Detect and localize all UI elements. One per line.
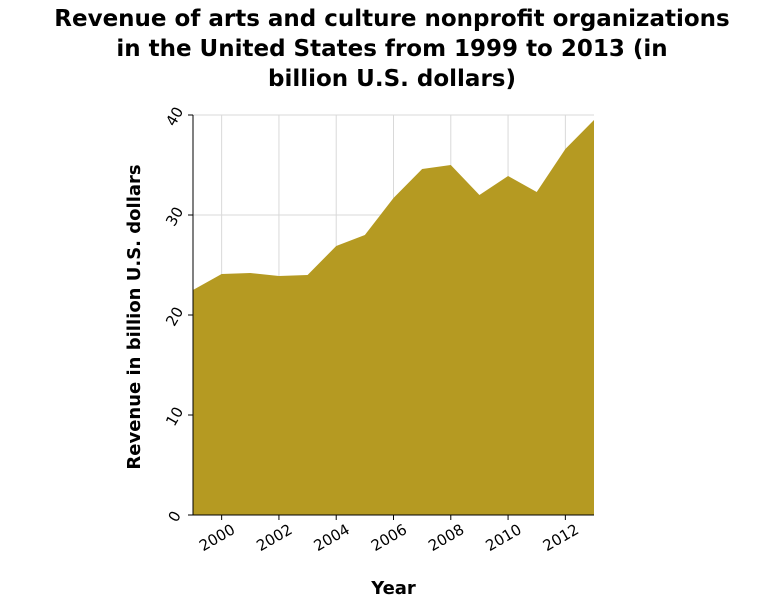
y-tick-label-40: 40 bbox=[162, 104, 187, 130]
y-tick-label-30: 30 bbox=[162, 204, 187, 230]
x-tick-label-2010: 2010 bbox=[483, 520, 525, 555]
area-series bbox=[193, 120, 594, 515]
y-tick-label-10: 10 bbox=[162, 404, 187, 430]
x-tick-labels: 2000 2002 2004 2006 2008 2010 2012 bbox=[196, 520, 582, 555]
x-tick-label-2006: 2006 bbox=[368, 520, 410, 555]
chart-title-line-2: in the United States from 1999 to 2013 (… bbox=[116, 36, 668, 62]
chart-title: Revenue of arts and culture nonprofit or… bbox=[0, 4, 784, 94]
x-tick-label-2002: 2002 bbox=[253, 520, 295, 555]
y-axis-label: Revenue in billion U.S. dollars bbox=[124, 164, 145, 469]
chart-title-line-1: Revenue of arts and culture nonprofit or… bbox=[54, 6, 730, 32]
y-tick-labels: 0 10 20 30 40 bbox=[162, 104, 187, 525]
axes bbox=[188, 114, 594, 520]
x-tick-label-2000: 2000 bbox=[196, 520, 238, 555]
area-fill bbox=[193, 120, 594, 515]
x-tick-label-2012: 2012 bbox=[540, 520, 582, 555]
y-tick-label-20: 20 bbox=[162, 304, 187, 330]
x-tick-label-2004: 2004 bbox=[311, 520, 353, 555]
x-axis-label: Year bbox=[370, 578, 416, 599]
chart-title-line-3: billion U.S. dollars) bbox=[267, 66, 516, 92]
x-tick-label-2008: 2008 bbox=[425, 520, 467, 555]
y-tick-label-0: 0 bbox=[164, 508, 184, 525]
